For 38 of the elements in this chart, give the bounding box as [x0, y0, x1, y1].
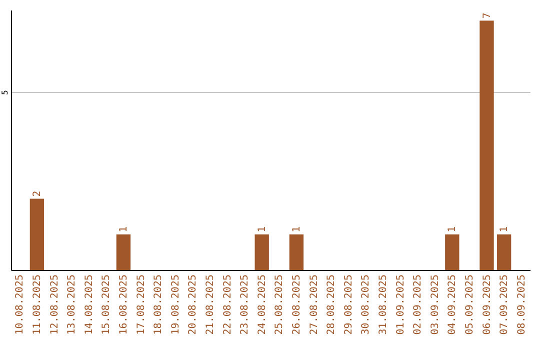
x-tick-label: 12.08.2025	[49, 274, 60, 335]
data-label: 2	[32, 190, 43, 197]
x-tick-label: 22.08.2025	[222, 274, 234, 335]
x-tick-label: 05.09.2025	[464, 274, 476, 335]
data-label: 1	[499, 226, 510, 232]
x-tick-label: 14.08.2025	[84, 274, 95, 335]
data-label: 1	[118, 226, 130, 232]
x-tick-label: 21.08.2025	[204, 274, 216, 335]
x-tick-label: 30.08.2025	[360, 274, 372, 335]
x-tick-label: 02.09.2025	[412, 274, 424, 335]
x-tick-label: 16.08.2025	[118, 274, 130, 335]
x-tick-label: 28.08.2025	[326, 274, 338, 335]
x-tick-label: 11.08.2025	[32, 274, 43, 335]
x-tick-label: 13.08.2025	[66, 274, 78, 335]
x-tick-label: 01.09.2025	[395, 274, 406, 335]
x-tick-label: 25.08.2025	[274, 274, 286, 335]
x-tick-label: 06.09.2025	[482, 274, 493, 335]
x-tick-label: 29.08.2025	[343, 274, 354, 335]
x-tick-label: 15.08.2025	[101, 274, 112, 335]
x-tick-label: 18.08.2025	[153, 274, 164, 335]
x-tick-label: 20.08.2025	[188, 274, 199, 335]
x-tick-label: 26.08.2025	[291, 274, 302, 335]
x-tick-label: 19.08.2025	[170, 274, 182, 335]
data-label: 1	[291, 226, 302, 232]
x-tick-label: 23.08.2025	[240, 274, 251, 335]
data-label: 7	[482, 12, 493, 19]
x-tick-label: 04.09.2025	[447, 274, 458, 335]
x-tick-label: 08.09.2025	[516, 274, 528, 335]
data-label: 1	[447, 226, 458, 232]
y-tick-label: 5	[0, 90, 10, 95]
x-tick-label: 03.09.2025	[430, 274, 441, 335]
x-tick-label: 24.08.2025	[256, 274, 268, 335]
x-tick-label: 31.08.2025	[378, 274, 389, 335]
x-tick-label: 17.08.2025	[136, 274, 147, 335]
x-tick-label: 27.08.2025	[308, 274, 320, 335]
x-tick-label: 10.08.2025	[14, 274, 26, 335]
x-tick-label: 07.09.2025	[499, 274, 510, 335]
data-label: 1	[256, 226, 268, 232]
